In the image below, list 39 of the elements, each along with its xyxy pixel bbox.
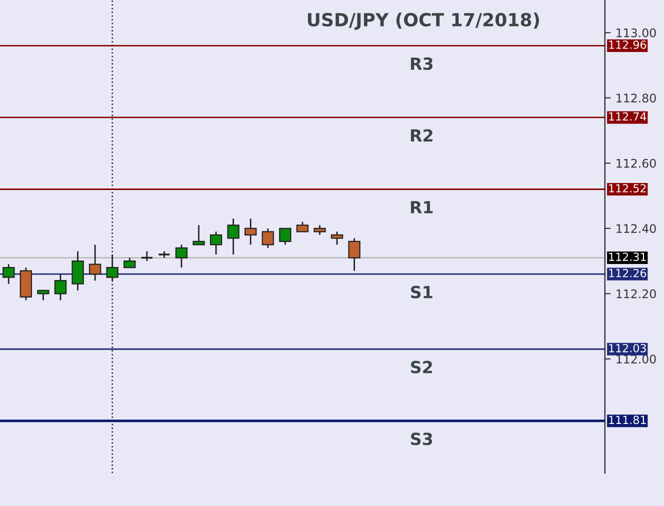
ref-line-label: 112.26 xyxy=(609,268,646,278)
candlestick xyxy=(37,290,50,301)
y-tick-label: 112.40 xyxy=(616,224,656,234)
annotation: R1 xyxy=(410,201,433,214)
annotation: R2 xyxy=(410,129,432,142)
candlestick xyxy=(88,244,102,282)
ref-line-label: 111.81 xyxy=(609,416,646,424)
text: USD/JPY (OCT 17/2018) xyxy=(308,12,539,30)
candlestick xyxy=(72,250,84,292)
y-tick-label: 112.20 xyxy=(616,289,656,298)
candlestick xyxy=(106,254,118,282)
annotation: S1 xyxy=(411,286,432,298)
y-tick-label: 112.00 xyxy=(616,354,656,364)
candlestick xyxy=(314,224,326,236)
candlestick xyxy=(175,244,188,268)
candlestick xyxy=(330,230,344,246)
ref-line-label: 112.74 xyxy=(609,112,646,121)
ref-line-label: 112.96 xyxy=(609,40,646,49)
candlestick xyxy=(244,218,257,246)
y-tick-label: 113.00 xyxy=(616,28,656,38)
y-tick-label: 112.80 xyxy=(616,94,656,103)
y-tick-label: 112.60 xyxy=(616,158,656,168)
annotation: S2 xyxy=(411,360,432,374)
candlestick xyxy=(54,273,67,301)
annotation: S3 xyxy=(411,432,432,446)
candlestick xyxy=(227,218,240,256)
candlestick xyxy=(140,250,154,262)
ref-line-label: 112.31 xyxy=(609,252,646,261)
candlestick xyxy=(348,237,360,272)
candlestick xyxy=(210,230,222,256)
candlestick xyxy=(2,264,15,285)
ref-line-label: 112.52 xyxy=(609,184,646,192)
candlestick xyxy=(262,228,274,249)
annotation: R3 xyxy=(410,57,433,70)
candlestick xyxy=(124,257,136,268)
candlestick xyxy=(279,228,292,246)
candlestick xyxy=(296,221,309,232)
ref-line-label: 112.03 xyxy=(609,344,646,352)
candlestick xyxy=(192,224,205,246)
